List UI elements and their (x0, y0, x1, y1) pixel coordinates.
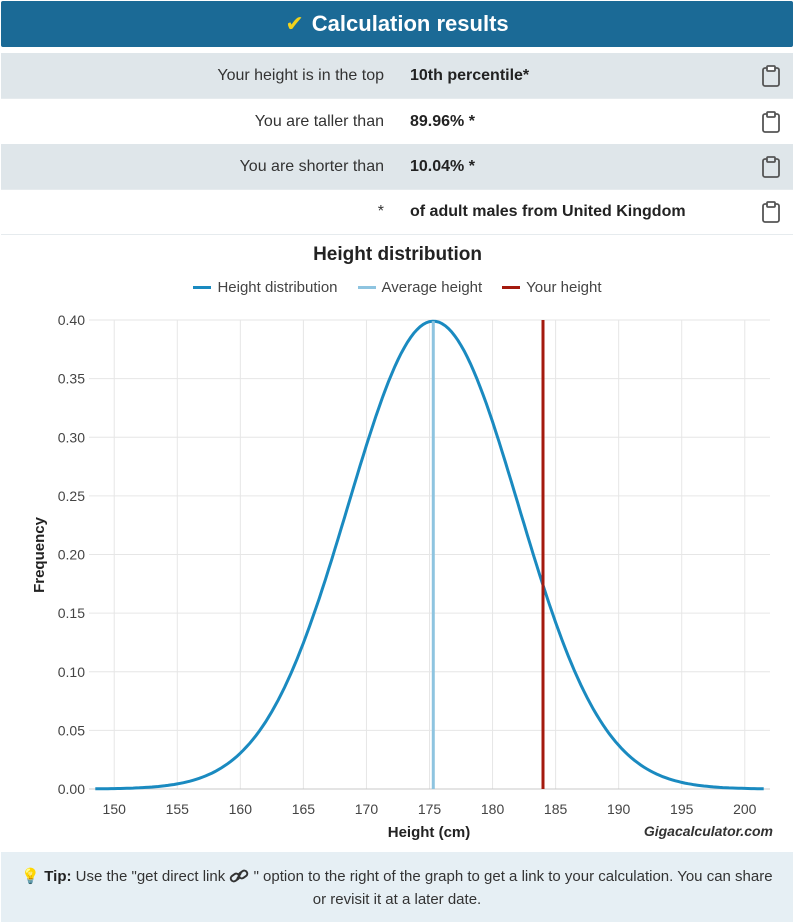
clipboard-icon[interactable] (761, 64, 781, 88)
tip-text-start: Use the "get direct link (75, 868, 226, 885)
x-tick-label: 175 (418, 801, 442, 817)
x-tick-label: 195 (670, 801, 694, 817)
legend-item-distribution[interactable]: Height distribution (193, 279, 338, 296)
legend-swatch (357, 286, 376, 289)
x-tick-label: 150 (103, 801, 127, 817)
result-label: * (377, 202, 384, 220)
result-row-shorter: You are shorter than 10.04% * (1, 144, 793, 190)
result-row-percentile: Your height is in the top 10th percentil… (1, 53, 793, 99)
x-tick-label: 180 (481, 801, 505, 817)
legend-label: Your height (526, 279, 602, 296)
y-tick-label: 0.10 (58, 664, 85, 680)
result-value: 89.96% * (410, 112, 475, 130)
result-label: You are taller than (254, 112, 384, 130)
x-tick-label: 200 (733, 801, 757, 817)
clipboard-icon[interactable] (761, 110, 781, 134)
result-label: You are shorter than (239, 157, 384, 175)
check-icon: ✔ (285, 11, 304, 36)
y-tick-label: 0.20 (58, 547, 85, 563)
x-tick-label: 160 (229, 801, 253, 817)
y-axis-label: Frequency (31, 516, 48, 593)
chart-title: Height distribution (313, 244, 482, 265)
y-tick-label: 0.40 (58, 312, 85, 328)
tip-box: 💡 Tip: Use the "get direct link " option… (1, 852, 793, 922)
height-distribution-chart: 0.00 0.05 0.10 0.15 0.20 0.25 0.30 0.35 0.40 150… (31, 312, 773, 841)
legend-label: Average height (381, 279, 483, 296)
x-tick-label: 155 (166, 801, 190, 817)
y-tick-label: 0.35 (58, 371, 85, 387)
y-tick-label: 0.00 (58, 781, 85, 797)
result-value: of adult males from United Kingdom (410, 202, 686, 220)
distribution-curve (95, 319, 764, 791)
x-axis-label: Height (cm) (388, 824, 471, 841)
link-icon (230, 869, 249, 883)
clipboard-icon[interactable] (761, 200, 781, 224)
result-row-taller: You are taller than 89.96% * (1, 99, 793, 145)
result-row-population: * of adult males from United Kingdom (1, 189, 793, 235)
y-tick-label: 0.25 (58, 488, 85, 504)
x-tick-label: 165 (292, 801, 316, 817)
legend-swatch (502, 286, 521, 289)
x-tick-label: 170 (355, 801, 379, 817)
y-tick-label: 0.30 (58, 429, 85, 445)
chart-grid (89, 319, 770, 790)
result-value: 10th percentile* (410, 66, 530, 84)
y-axis-ticks: 0.00 0.05 0.10 0.15 0.20 0.25 0.30 0.35 0.40 (58, 312, 85, 797)
results-header: ✔ Calculation results (1, 1, 793, 47)
x-tick-label: 190 (607, 801, 631, 817)
chart-legend: Height distribution Average height Your … (0, 279, 795, 296)
tip-text-end: " option to the right of the graph to ge… (253, 868, 773, 908)
results-title: Calculation results (311, 11, 509, 36)
result-value: 10.04% * (410, 157, 475, 175)
clipboard-icon[interactable] (761, 155, 781, 179)
x-axis-ticks: 150 155 160 165 170 175 180 185 190 195 200 (103, 801, 757, 817)
watermark[interactable]: Gigacalculator.com (644, 823, 773, 839)
tip-label: Tip: (44, 868, 72, 885)
x-tick-label: 185 (544, 801, 568, 817)
y-tick-label: 0.05 (58, 722, 85, 738)
result-label: Your height is in the top (217, 66, 384, 84)
legend-label: Height distribution (217, 279, 338, 296)
legend-swatch (193, 286, 212, 289)
y-tick-label: 0.15 (58, 605, 85, 621)
legend-item-average[interactable]: Average height (357, 279, 483, 296)
lightbulb-icon: 💡 (21, 868, 41, 885)
legend-item-your-height[interactable]: Your height (502, 279, 602, 296)
